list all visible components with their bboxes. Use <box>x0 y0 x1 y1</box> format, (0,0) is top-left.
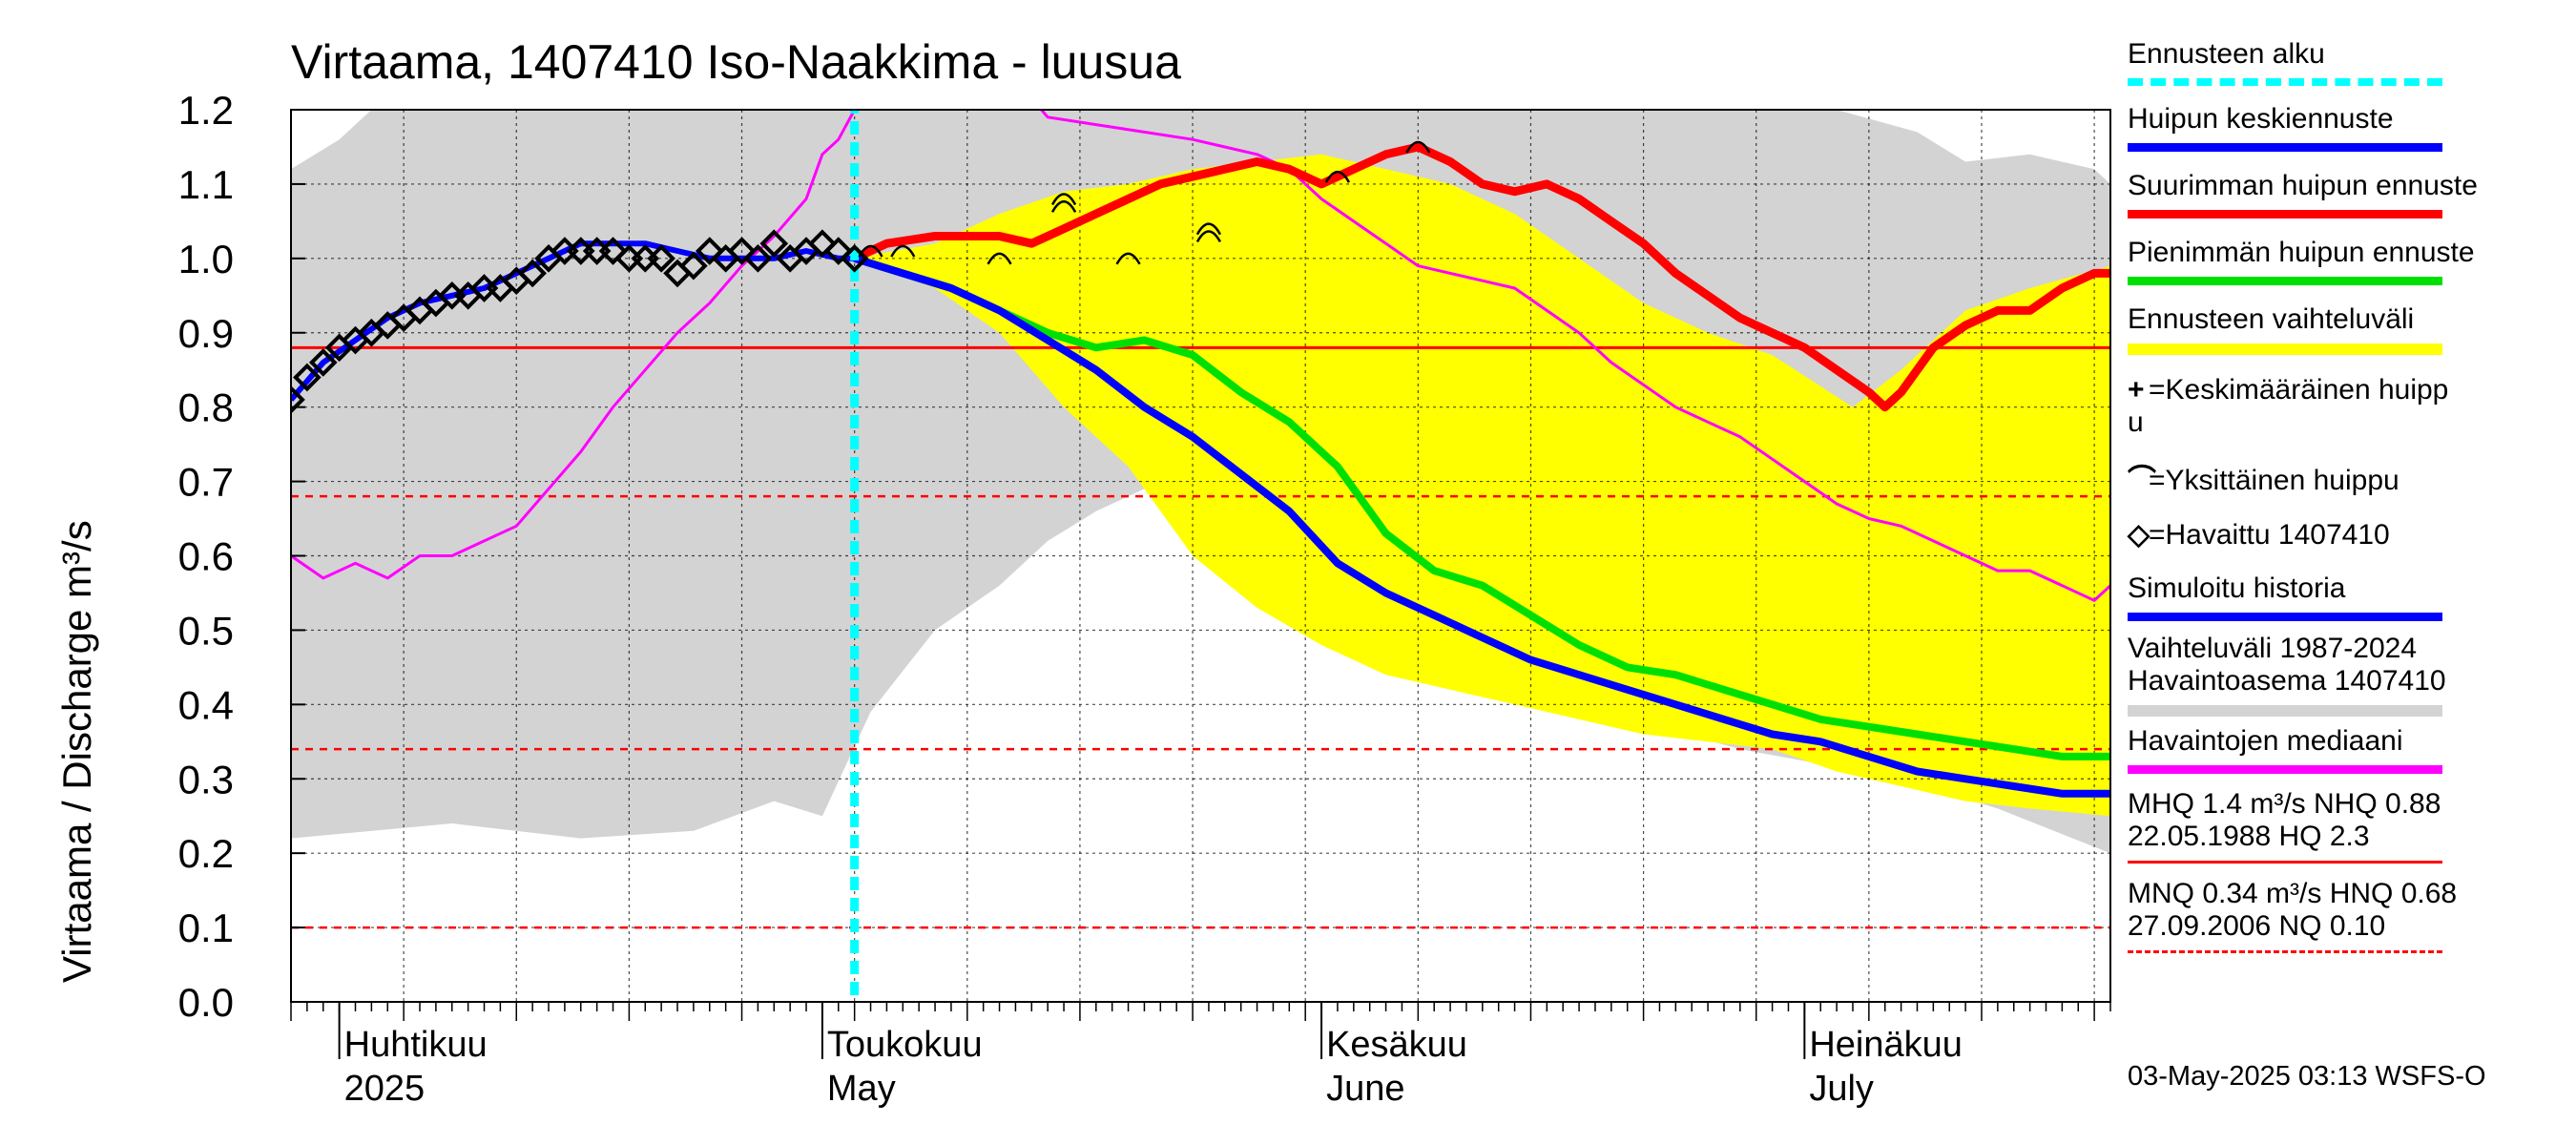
observed-point <box>647 244 675 273</box>
y-tick-label: 0.3 <box>178 757 234 802</box>
single-peak-mark <box>1324 170 1351 183</box>
month-label: Toukokuu <box>827 1025 983 1065</box>
month-label-en: July <box>1809 1069 1874 1109</box>
legend-item: ⌒ =Yksittäinen huippu <box>2128 465 2399 496</box>
series-line <box>853 254 2110 798</box>
y-tick-label: 0.6 <box>178 534 234 579</box>
observed-point <box>679 251 708 281</box>
legend-item: Ennusteen alku <box>2128 38 2325 70</box>
y-tick-label: 0.8 <box>178 385 234 430</box>
observed-point <box>727 237 757 265</box>
y-tick-label: 1.1 <box>178 162 234 207</box>
plus-marker-icon: + <box>2128 374 2145 406</box>
legend-swatch <box>2128 344 2442 355</box>
legend-item: ◇ =Havaittu 1407410 <box>2128 519 2390 551</box>
legend-swatch <box>2128 277 2442 285</box>
single-peak-mark <box>1115 252 1141 265</box>
legend-swatch <box>2128 143 2442 152</box>
legend-item: Huipun keskiennuste <box>2128 103 2394 135</box>
month-label: Kesäkuu <box>1326 1025 1467 1065</box>
single-peak-mark <box>1050 193 1077 206</box>
observed-point <box>695 237 724 265</box>
single-peak-mark <box>858 244 883 258</box>
observed-point <box>598 237 628 265</box>
observed-point <box>840 244 869 273</box>
y-tick-label: 1.0 <box>178 237 234 281</box>
legend-swatch <box>2128 613 2442 621</box>
discharge-chart: Virtaama, 1407410 Iso-Naakkima - luusua … <box>54 35 2111 1109</box>
legend-swatch <box>2128 210 2442 219</box>
y-tick-label: 0.2 <box>178 831 234 876</box>
legend-item: MNQ 0.34 m³/s HNQ 0.68 27.09.2006 NQ 0.10 <box>2128 878 2458 942</box>
legend: Ennusteen alku Huipun keskiennuste Suurimm… <box>2128 0 2576 1145</box>
observed-point <box>518 259 547 288</box>
legend-swatch <box>2128 861 2442 864</box>
arc-marker-icon: ⌒ <box>2128 465 2156 496</box>
single-peak-mark <box>1405 140 1431 154</box>
single-peak-mark <box>890 244 916 258</box>
month-label: Heinäkuu <box>1809 1025 1963 1065</box>
single-peak-mark <box>1050 200 1077 213</box>
legend-item: + =Keskimääräinen huipp u <box>2128 374 2449 438</box>
y-tick-label: 0.5 <box>178 608 234 653</box>
legend-item: Havaintojen mediaani <box>2128 725 2403 757</box>
y-tick-label: 0.1 <box>178 906 234 950</box>
observed-point <box>823 237 853 265</box>
month-label: Huhtikuu <box>344 1025 488 1065</box>
observed-point <box>808 229 837 259</box>
legend-swatch <box>2128 705 2442 717</box>
month-label-en: May <box>827 1069 896 1109</box>
legend-item: Ennusteen vaihteluväli <box>2128 303 2415 335</box>
y-tick-label: 0.0 <box>178 980 234 1025</box>
plot-area <box>291 110 2110 1002</box>
legend-item: Vaihteluväli 1987-2024 Havaintoasema 140… <box>2128 633 2446 697</box>
single-peak-mark <box>1195 222 1222 236</box>
y-tick-label: 0.4 <box>178 682 234 727</box>
observed-point <box>291 385 305 414</box>
y-tick-label: 0.7 <box>178 460 234 505</box>
diamond-marker-icon: ◇ <box>2128 519 2150 551</box>
legend-swatch <box>2128 950 2442 953</box>
series-line <box>853 254 2110 760</box>
y-tick-label: 0.9 <box>178 311 234 356</box>
series-line <box>291 240 855 402</box>
legend-item: Pienimmän huipun ennuste <box>2128 237 2475 268</box>
observed-point <box>759 229 789 259</box>
chart-title: Virtaama, 1407410 Iso-Naakkima - luusua <box>291 35 1181 89</box>
single-peak-mark <box>1195 230 1222 243</box>
series-line <box>852 142 2110 412</box>
observed-point <box>308 348 338 377</box>
single-peak-mark <box>987 252 1012 265</box>
legend-swatch <box>2128 765 2442 774</box>
timestamp-footer: 03-May-2025 03:13 WSFS-O <box>2128 1061 2486 1092</box>
y-tick-label: 1.2 <box>178 88 234 133</box>
forecast-range-band <box>854 154 2110 817</box>
series-line <box>291 110 2110 602</box>
y-axis-label: Virtaama / Discharge m³/s <box>54 520 99 983</box>
observed-point <box>293 363 322 392</box>
month-label-en: June <box>1326 1069 1404 1109</box>
legend-swatch <box>2128 78 2442 86</box>
observed-point <box>743 244 773 273</box>
legend-item: Simuloitu historia <box>2128 572 2346 604</box>
month-label-en: 2025 <box>344 1069 426 1109</box>
legend-item: MHQ 1.4 m³/s NHQ 0.88 22.05.1988 HQ 2.3 <box>2128 788 2441 852</box>
legend-item: Suurimman huipun ennuste <box>2128 170 2478 201</box>
